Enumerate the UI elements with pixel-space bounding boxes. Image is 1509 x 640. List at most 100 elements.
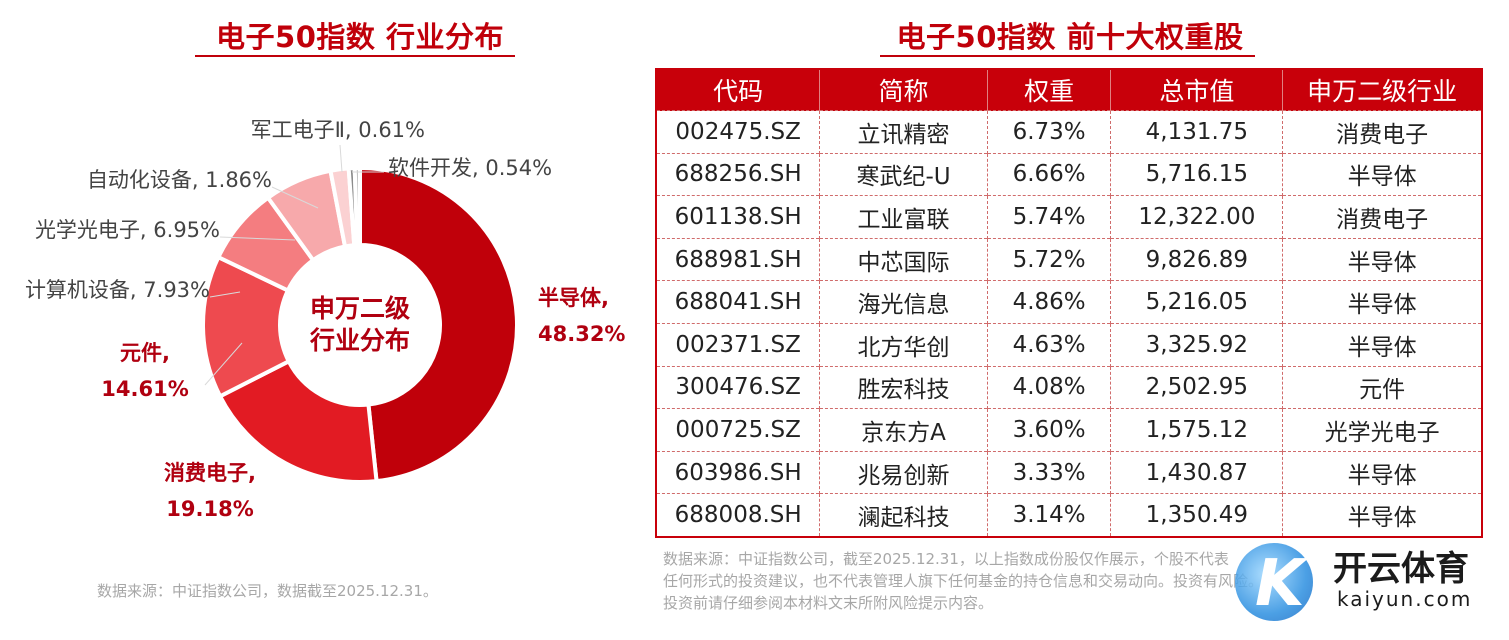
slice-label-6: 军工电子Ⅱ, 0.61%: [251, 118, 425, 142]
cell-code: 688041.SH: [656, 280, 821, 324]
slice-label-1: 消费电子, 19.18%: [164, 461, 256, 521]
cell-industry: 消费电子: [1282, 110, 1482, 154]
cell-industry: 元件: [1282, 365, 1482, 409]
donut-slice-0: [358, 165, 519, 484]
table-footnote: 数据来源：中证指数公司，截至2025.12.31，以上指数成份股仅作展示，个股不…: [663, 548, 1503, 614]
slice-label-2: 元件, 14.61%: [101, 341, 188, 401]
cell-code: 300476.SZ: [656, 365, 821, 409]
watermark-text: 开云体育: [1333, 549, 1469, 589]
watermark-logo: K 开云体育 kaiyun.com: [1225, 535, 1505, 625]
table-title-underline: [880, 55, 1255, 57]
header-market-cap: 总市值: [1110, 69, 1284, 111]
table-row: 688981.SH 中芯国际 5.72% 9,826.89 半导体: [656, 237, 1482, 281]
table-row: 603986.SH 兆易创新 3.33% 1,430.87 半导体: [656, 450, 1482, 494]
cell-industry: 半导体: [1282, 237, 1482, 281]
cell-name: 海光信息: [819, 280, 988, 324]
cell-name: 京东方A: [819, 408, 988, 452]
header-name: 简称: [819, 69, 988, 111]
cell-market-cap: 12,322.00: [1110, 195, 1284, 239]
leader-line: [219, 236, 296, 241]
cell-weight: 6.66%: [987, 152, 1112, 196]
footnote-line: 任何形式的投资建议，也不代表管理人旗下任何基金的持仓信息和交易动向。投资有风险。: [663, 572, 1264, 590]
donut-slice-1: [217, 358, 379, 484]
cell-name: 胜宏科技: [819, 365, 988, 409]
cell-code: 688256.SH: [656, 152, 821, 196]
cell-weight: 5.74%: [987, 195, 1112, 239]
cell-code: 002475.SZ: [656, 110, 821, 154]
header-weight: 权重: [987, 69, 1112, 111]
cell-market-cap: 4,131.75: [1110, 110, 1284, 154]
cell-name: 立讯精密: [819, 110, 988, 154]
cell-code: 002371.SZ: [656, 322, 821, 367]
cell-name: 中芯国际: [819, 237, 988, 281]
leader-line: [339, 144, 343, 173]
cell-market-cap: 5,216.05: [1110, 280, 1284, 324]
cell-code: 601138.SH: [656, 195, 821, 239]
slice-label-3: 计算机设备, 7.93%: [25, 278, 210, 302]
cell-industry: 半导体: [1282, 322, 1482, 367]
pie-title-underline: [195, 55, 515, 57]
cell-code: 603986.SH: [656, 450, 821, 494]
cell-market-cap: 3,325.92: [1110, 322, 1284, 367]
header-code: 代码: [656, 69, 821, 111]
donut-center-label: 申万二级: [310, 294, 410, 323]
header-industry: 申万二级行业: [1282, 69, 1482, 111]
cell-weight: 3.14%: [987, 493, 1112, 537]
cell-code: 688008.SH: [656, 493, 821, 537]
cell-name: 澜起科技: [819, 493, 988, 537]
cell-name: 北方华创: [819, 322, 988, 367]
cell-weight: 5.72%: [987, 237, 1112, 281]
cell-market-cap: 1,430.87: [1110, 450, 1284, 494]
cell-name: 寒武纪-U: [819, 152, 988, 196]
cell-weight: 4.86%: [987, 280, 1112, 324]
cell-market-cap: 1,575.12: [1110, 408, 1284, 452]
watermark-url: kaiyun.com: [1337, 587, 1473, 611]
cell-market-cap: 2,502.95: [1110, 365, 1284, 409]
cell-industry: 消费电子: [1282, 195, 1482, 239]
table-row: 002475.SZ 立讯精密 6.73% 4,131.75 消费电子: [656, 110, 1482, 154]
cell-industry: 光学光电子: [1282, 408, 1482, 452]
cell-weight: 4.08%: [987, 365, 1112, 409]
table-row: 688256.SH 寒武纪-U 6.66% 5,716.15 半导体: [656, 152, 1482, 196]
pie-source-note: 数据来源：中证指数公司，数据截至2025.12.31。: [97, 582, 438, 600]
table-header-row: 代码 简称 权重 总市值 申万二级行业: [656, 69, 1482, 111]
slice-label-0: 半导体, 48.32%: [538, 286, 625, 346]
cell-name: 兆易创新: [819, 450, 988, 494]
cell-industry: 半导体: [1282, 493, 1482, 537]
table-title: 电子50指数 前十大权重股: [896, 20, 1244, 54]
leader-line: [271, 186, 319, 209]
watermark-globe-icon: [1235, 543, 1313, 621]
footnote-line: 投资前请仔细参阅本材料文末所附风险提示内容。: [663, 594, 994, 612]
table-row: 300476.SZ 胜宏科技 4.08% 2,502.95 元件: [656, 365, 1482, 409]
cell-weight: 3.60%: [987, 408, 1112, 452]
cell-code: 000725.SZ: [656, 408, 821, 452]
table-row: 002371.SZ 北方华创 4.63% 3,325.92 半导体: [656, 322, 1482, 367]
top-ten-holdings-table: 代码 简称 权重 总市值 申万二级行业 002475.SZ 立讯精密 6.73% 4,…: [655, 68, 1483, 538]
cell-market-cap: 9,826.89: [1110, 237, 1284, 281]
pie-chart-title: 电子50指数 行业分布: [216, 20, 504, 54]
cell-market-cap: 1,350.49: [1110, 493, 1284, 537]
leader-line: [204, 342, 243, 386]
cell-weight: 6.73%: [987, 110, 1112, 154]
donut-center-label: 行业分布: [309, 326, 410, 355]
cell-code: 688981.SH: [656, 237, 821, 281]
footnote-line: 数据来源：中证指数公司，截至2025.12.31，以上指数成份股仅作展示，个股不…: [663, 550, 1229, 568]
cell-industry: 半导体: [1282, 450, 1482, 494]
cell-weight: 4.63%: [987, 322, 1112, 367]
cell-industry: 半导体: [1282, 280, 1482, 324]
table-row: 688008.SH 澜起科技 3.14% 1,350.49 半导体: [656, 493, 1482, 537]
slice-label-5: 自动化设备, 1.86%: [87, 168, 272, 192]
donut-slice-7: [352, 165, 362, 248]
cell-name: 工业富联: [819, 195, 988, 239]
leader-line: [209, 291, 241, 298]
cell-weight: 3.33%: [987, 450, 1112, 494]
slice-label-7: 软件开发, 0.54%: [388, 156, 552, 180]
watermark-k-icon: K: [1255, 547, 1305, 621]
table-row: 000725.SZ 京东方A 3.60% 1,575.12 光学光电子: [656, 408, 1482, 452]
cell-market-cap: 5,716.15: [1110, 152, 1284, 196]
table-row: 688041.SH 海光信息 4.86% 5,216.05 半导体: [656, 280, 1482, 324]
slice-label-4: 光学光电子, 6.95%: [35, 218, 220, 242]
cell-industry: 半导体: [1282, 152, 1482, 196]
table-row: 601138.SH 工业富联 5.74% 12,322.00 消费电子: [656, 195, 1482, 239]
